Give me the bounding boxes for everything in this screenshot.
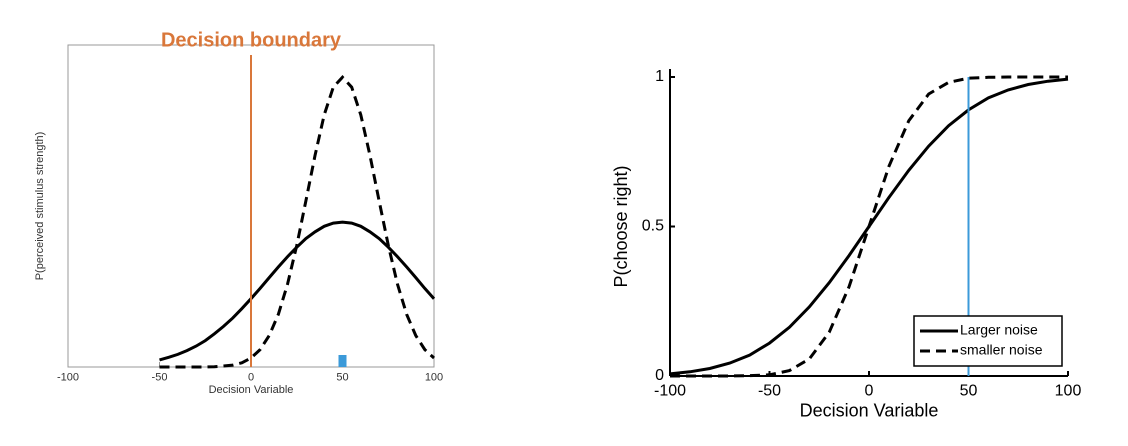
x-axis-label: Decision Variable xyxy=(800,401,939,421)
x-tick-label: 0 xyxy=(865,382,874,399)
y-axis-label: P(perceived stimulus strength) xyxy=(34,132,46,281)
x-axis-label: Decision Variable xyxy=(209,384,294,396)
curve xyxy=(159,74,436,369)
legend-label: smaller noise xyxy=(960,342,1043,358)
x-tick-label: 50 xyxy=(960,382,978,399)
annotation: Decision boundary xyxy=(161,29,342,51)
x-tick-label: 0 xyxy=(248,371,254,383)
y-axis-label: P(choose right) xyxy=(611,165,631,287)
legend-label: Larger noise xyxy=(960,322,1038,338)
y-tick-label: 0 xyxy=(655,367,664,384)
x-tick-label: 100 xyxy=(425,371,443,383)
x-tick-label: -50 xyxy=(758,382,781,399)
chart: -100 -50 0 50 100 0 0.5 1 Decision Variable P(cho… xyxy=(611,68,1082,420)
x-tick-label: -100 xyxy=(654,382,686,399)
chart: -100 -50 0 50 100 Decision Variable P(perceive… xyxy=(34,29,443,396)
y-tick-label: 0.5 xyxy=(642,218,664,235)
x-tick-label: 100 xyxy=(1055,382,1082,399)
curve xyxy=(159,220,436,362)
x-tick-label: 50 xyxy=(336,371,348,383)
y-tick-label: 1 xyxy=(655,68,664,85)
x-tick-label: -100 xyxy=(57,371,79,383)
x-tick-label: -50 xyxy=(152,371,168,383)
curve xyxy=(670,75,1068,378)
stimulus-marker xyxy=(338,355,347,367)
legend-box xyxy=(913,315,1063,367)
